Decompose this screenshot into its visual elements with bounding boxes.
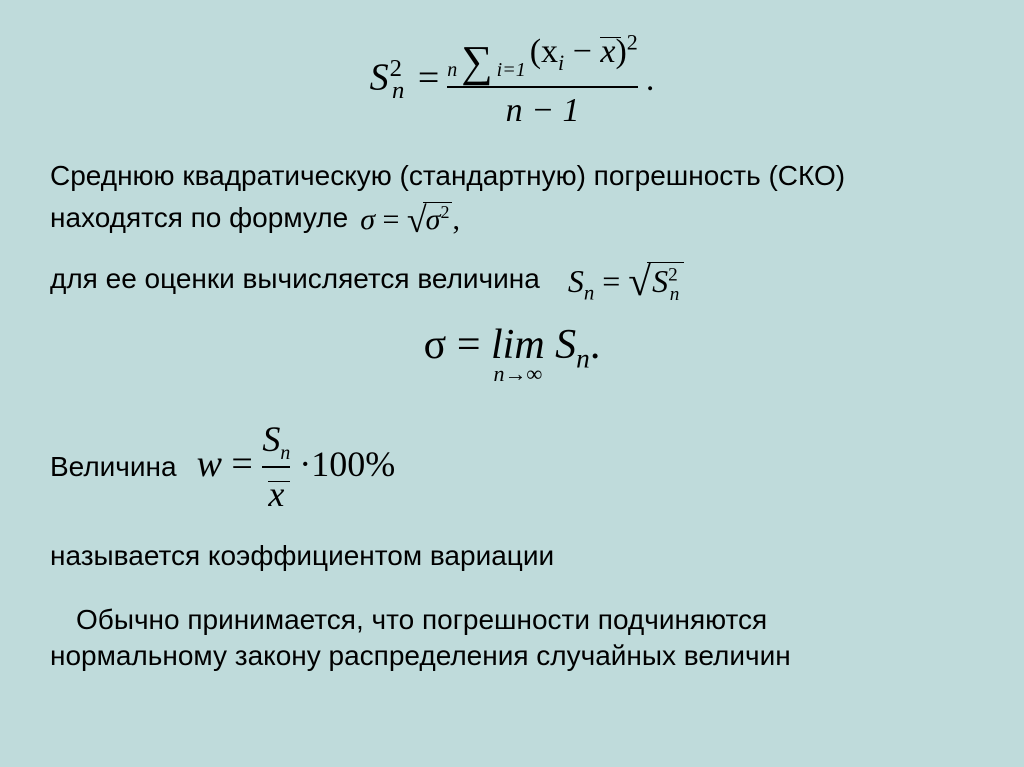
sn-root-sup: 2 bbox=[668, 264, 678, 285]
sum-upper: n bbox=[447, 59, 457, 81]
sum-lower: i=1 bbox=[497, 59, 526, 81]
limit-Sn: S bbox=[545, 322, 577, 368]
slide: S2n = n ∑ i=1 (xi − x)2 n − 1 . Среднюю … bbox=[0, 0, 1024, 767]
w-numer: S bbox=[262, 419, 280, 459]
para-normal: Обычно принимается, что погрешности подч… bbox=[50, 602, 974, 675]
w-fraction-line bbox=[262, 466, 290, 468]
summand-xbar: x bbox=[600, 33, 615, 71]
summand-sup: 2 bbox=[627, 30, 638, 55]
para-sko: Среднюю квадратическую (стандартную) пог… bbox=[50, 158, 974, 241]
summand-minus: − bbox=[564, 33, 600, 70]
variance-sub: n bbox=[392, 77, 404, 104]
limit-Sn-sub: n bbox=[576, 344, 590, 374]
sn-root-sub: n bbox=[670, 284, 680, 305]
summand: (xi − x)2 bbox=[530, 33, 638, 70]
para-velichina: Величина w = Sn x ·100% bbox=[50, 415, 974, 520]
sn-lhs: S bbox=[568, 263, 584, 299]
sigma-sqrt-formula: σ = √σ2, bbox=[360, 194, 460, 241]
w-tail: ·100% bbox=[290, 444, 395, 484]
sigma-sum-icon: ∑ bbox=[461, 37, 492, 86]
limit-main: σ = lim n→∞ Sn. bbox=[424, 322, 601, 368]
variance-fraction: n ∑ i=1 (xi − x)2 n − 1 bbox=[447, 30, 638, 130]
variance-period: . bbox=[642, 61, 655, 98]
limit-formula: σ = lim n→∞ Sn. bbox=[50, 321, 974, 396]
w-lhs: w bbox=[197, 443, 222, 485]
variance-formula: S2n = n ∑ i=1 (xi − x)2 n − 1 . bbox=[292, 30, 732, 130]
variance-S: S bbox=[370, 57, 389, 99]
para-sko-line1: Среднюю квадратическую (стандартную) пог… bbox=[50, 158, 974, 194]
para-normal-l2: нормальному закону распределения случайн… bbox=[50, 638, 974, 674]
sn-eq: = bbox=[594, 263, 628, 299]
limit-subscript: n→∞ bbox=[491, 363, 545, 385]
limit-sigma: σ bbox=[424, 322, 447, 368]
para-coefficient: называется коэффициентом вариации bbox=[50, 538, 974, 574]
summand-close: ) bbox=[615, 33, 626, 70]
para-sko-line2-text: находятся по формуле bbox=[50, 200, 348, 236]
limit-dot: . bbox=[590, 322, 601, 368]
sum-operator: n ∑ i=1 bbox=[447, 42, 525, 82]
para-estimate-text: для ее оценки вычисляется величина bbox=[50, 261, 540, 297]
para-normal-l1: Обычно принимается, что погрешности подч… bbox=[50, 602, 974, 638]
w-denom-xbar: x bbox=[268, 476, 284, 512]
variance-lhs: S2n = bbox=[370, 55, 444, 105]
para-sko-line2: находятся по формуле σ = √σ2, bbox=[50, 194, 974, 241]
variance-eq: = bbox=[414, 57, 443, 99]
w-numer-sub: n bbox=[280, 442, 290, 464]
w-eq: = bbox=[222, 443, 262, 485]
limit-eq: = bbox=[446, 322, 491, 368]
sn-formula: Sn = √S2n bbox=[568, 251, 684, 307]
w-fraction: Sn x bbox=[262, 415, 290, 520]
sn-lhs-sub: n bbox=[584, 282, 594, 305]
para-velichina-text: Величина bbox=[50, 449, 177, 485]
para-estimate: для ее оценки вычисляется величина Sn = … bbox=[50, 251, 974, 307]
w-formula: w = Sn x ·100% bbox=[197, 415, 396, 520]
sn-root-S: S bbox=[652, 263, 668, 299]
variance-denom: n − 1 bbox=[506, 92, 580, 129]
summand-open: (x bbox=[530, 33, 558, 70]
